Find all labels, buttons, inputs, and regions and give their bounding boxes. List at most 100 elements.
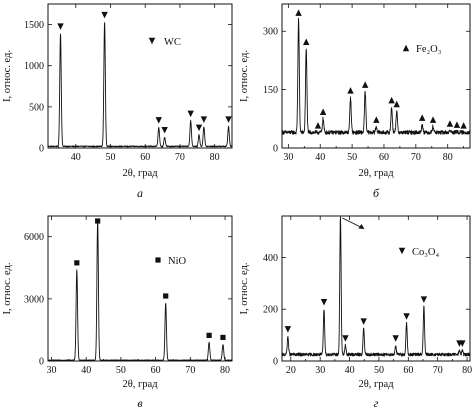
y-axis-title: I, относ. ед. bbox=[2, 50, 13, 102]
diffraction-trace bbox=[282, 216, 470, 357]
legend-label: NiO bbox=[168, 256, 187, 267]
plot-frame bbox=[281, 215, 471, 362]
phase-marker bbox=[74, 260, 80, 266]
y-axis-title: I, относ. ед. bbox=[239, 50, 250, 102]
y-tick-label: 200 bbox=[263, 305, 278, 316]
phase-marker bbox=[57, 23, 64, 30]
y-tick-label: 1000 bbox=[24, 61, 44, 72]
legend-label: Fe₂O₃ bbox=[416, 44, 442, 55]
panel-g: 20 30 40 50 60 70 80 0 200 400 2θ, град I, относ. е… bbox=[239, 215, 472, 409]
x-tick-label: 30 bbox=[283, 152, 293, 163]
phase-marker bbox=[295, 9, 302, 16]
x-tick-label: 30 bbox=[315, 365, 325, 376]
x-tick-label: 80 bbox=[220, 365, 230, 376]
x-tick-label: 50 bbox=[347, 152, 357, 163]
y-tick-label: 1500 bbox=[24, 20, 44, 31]
phase-marker bbox=[453, 121, 461, 128]
x-tick-label: 50 bbox=[374, 365, 384, 376]
x-tick-label: 60 bbox=[403, 365, 413, 376]
y-tick-label: 300 bbox=[263, 27, 278, 38]
phase-marker bbox=[220, 334, 226, 341]
x-tick-label: 40 bbox=[71, 152, 81, 163]
x-axis-title: 2θ, град bbox=[358, 379, 394, 390]
phase-marker bbox=[420, 296, 428, 303]
phase-marker bbox=[347, 87, 354, 94]
x-tick-label: 50 bbox=[116, 365, 126, 376]
y-tick-label: 150 bbox=[263, 85, 278, 96]
legend-marker bbox=[155, 257, 161, 263]
x-axis-title: 2θ, град bbox=[358, 168, 394, 179]
phase-marker bbox=[373, 116, 380, 123]
phase-marker bbox=[320, 298, 328, 306]
phase-marker bbox=[101, 11, 108, 19]
x-tick-label: 60 bbox=[379, 152, 389, 163]
phase-marker bbox=[314, 122, 322, 129]
y-tick-label: 0 bbox=[39, 357, 44, 368]
plot-frame bbox=[47, 3, 233, 149]
x-tick-label: 40 bbox=[315, 152, 325, 163]
x-tick-label: 40 bbox=[81, 365, 91, 376]
panel-letter: а bbox=[137, 186, 143, 200]
x-tick-label: 20 bbox=[286, 365, 296, 376]
phase-marker bbox=[360, 318, 367, 325]
panel-letter: в bbox=[137, 396, 142, 409]
panel-letter: г bbox=[374, 396, 379, 409]
legend-marker bbox=[398, 247, 406, 255]
panel-letter: б bbox=[373, 186, 380, 200]
offscale-arrow-line bbox=[342, 217, 363, 229]
x-tick-label: 80 bbox=[210, 152, 220, 163]
phase-marker bbox=[161, 127, 168, 134]
diffraction-trace bbox=[48, 22, 232, 148]
x-tick-label: 70 bbox=[411, 152, 421, 163]
phase-marker bbox=[393, 100, 400, 108]
phase-marker bbox=[303, 38, 310, 46]
y-axis-title: I, относ. ед. bbox=[2, 263, 13, 315]
x-tick-label: 50 bbox=[105, 152, 115, 163]
x-tick-label: 30 bbox=[46, 365, 56, 376]
phase-marker bbox=[284, 326, 292, 333]
x-tick-label: 60 bbox=[140, 152, 150, 163]
y-tick-label: 500 bbox=[29, 102, 44, 113]
phase-marker bbox=[392, 335, 399, 342]
phase-marker bbox=[429, 116, 437, 123]
x-tick-label: 80 bbox=[462, 365, 472, 376]
x-tick-label: 60 bbox=[151, 365, 161, 376]
phase-marker bbox=[319, 108, 327, 116]
phase-marker bbox=[225, 116, 232, 123]
phase-marker bbox=[187, 110, 194, 118]
x-tick-label: 70 bbox=[185, 365, 195, 376]
diffraction-trace bbox=[48, 219, 232, 361]
phase-marker bbox=[155, 117, 162, 124]
phase-marker bbox=[163, 293, 169, 299]
phase-marker bbox=[459, 340, 466, 347]
phase-marker bbox=[460, 122, 467, 129]
phase-marker bbox=[403, 313, 410, 320]
x-axis-title: 2θ, град bbox=[122, 379, 158, 390]
x-axis-title: 2θ, град bbox=[122, 168, 158, 179]
phase-marker bbox=[446, 120, 454, 127]
y-axis-title: I, относ. ед. bbox=[239, 263, 250, 315]
legend-marker bbox=[402, 44, 410, 52]
panel-b: 30 40 50 60 70 80 0 150 300 2θ, град I, относ. ед.… bbox=[239, 3, 471, 200]
diffraction-trace bbox=[282, 17, 470, 135]
y-tick-label: 6000 bbox=[24, 232, 44, 243]
panel-v: 30 40 50 60 70 80 0 3000 6000 2θ, град I, относ. е… bbox=[2, 215, 233, 409]
legend-marker bbox=[148, 37, 156, 45]
plot-frame bbox=[281, 3, 471, 149]
y-tick-label: 3000 bbox=[24, 294, 44, 305]
plot-frame bbox=[47, 215, 233, 362]
phase-marker bbox=[195, 124, 203, 132]
phase-marker bbox=[388, 96, 395, 104]
phase-marker bbox=[200, 116, 208, 123]
phase-marker bbox=[419, 114, 426, 121]
y-tick-label: 0 bbox=[273, 144, 278, 155]
x-tick-label: 70 bbox=[175, 152, 185, 163]
y-tick-label: 0 bbox=[273, 357, 278, 368]
phase-marker bbox=[342, 335, 349, 342]
x-tick-label: 70 bbox=[433, 365, 443, 376]
offscale-arrow-head bbox=[358, 224, 365, 229]
phase-marker bbox=[95, 218, 101, 224]
y-tick-label: 400 bbox=[263, 253, 278, 264]
phase-marker bbox=[361, 81, 369, 88]
